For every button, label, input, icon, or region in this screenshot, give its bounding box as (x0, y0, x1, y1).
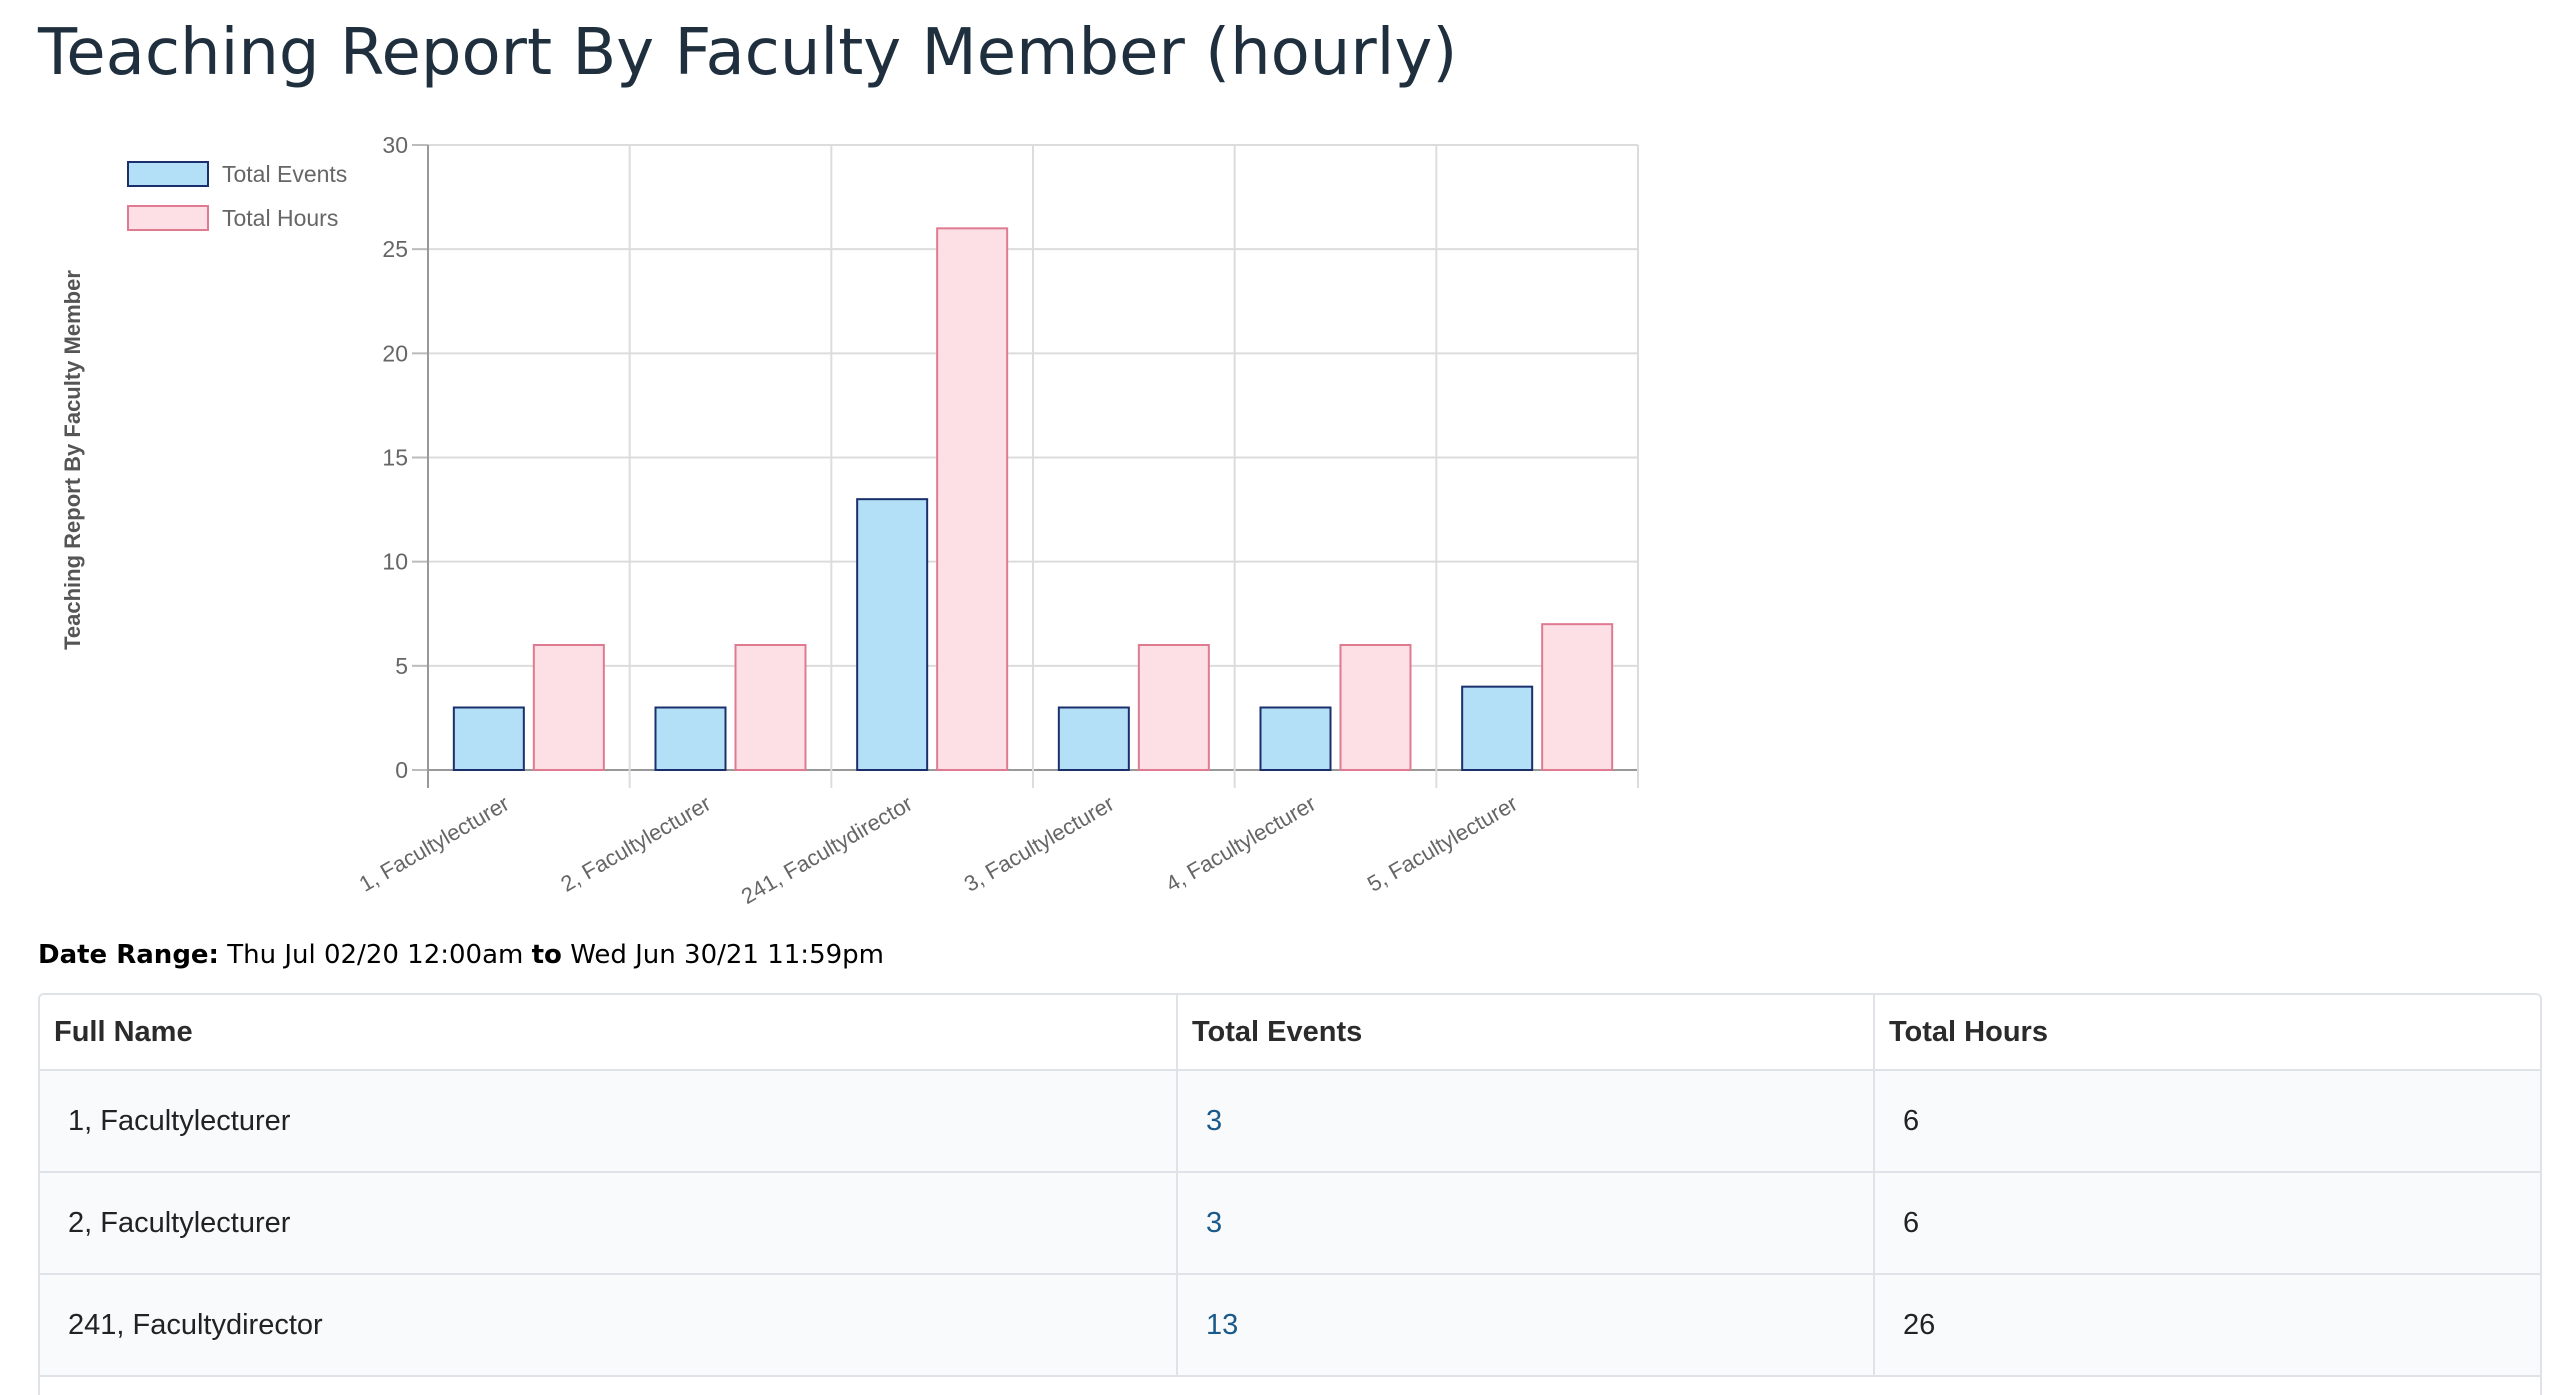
y-tick-label: 20 (382, 340, 408, 366)
bar-total-events (1259, 706, 1332, 771)
date-range-label: Date Range: (38, 940, 219, 970)
bar-total-hours (1137, 644, 1210, 771)
cell-total-hours: 26 (1874, 1274, 2540, 1377)
legend-label: Total Hours (222, 205, 338, 231)
bar-total-events (654, 706, 727, 771)
x-tick-label: 2, Facultylecturer (556, 791, 715, 897)
bar-total-events (1057, 706, 1130, 771)
report-table-container: Full Name Total Events Total Hours 1, Fa… (38, 993, 2542, 1395)
y-tick-label: 5 (395, 653, 408, 679)
x-tick-label: 241, Facultydirector (737, 791, 917, 909)
total-events-link[interactable]: 3 (1206, 1104, 1223, 1137)
y-tick-label: 25 (382, 236, 408, 262)
x-tick-label: 4, Facultylecturer (1161, 791, 1320, 897)
bar-total-events (856, 498, 929, 771)
page-title: Teaching Report By Faculty Member (hourl… (38, 16, 1458, 90)
y-tick-label: 0 (395, 757, 408, 783)
bar-total-hours (1541, 623, 1614, 772)
bar-total-hours (734, 644, 807, 771)
y-tick-label: 15 (382, 445, 408, 471)
total-events-link[interactable]: 3 (1206, 1206, 1223, 1239)
column-header-full-name[interactable]: Full Name (40, 995, 1178, 1071)
total-events-link[interactable]: 13 (1206, 1308, 1239, 1341)
y-tick-label: 30 (382, 132, 408, 158)
y-tick-label: 10 (382, 549, 408, 575)
y-axis-title: Teaching Report By Faculty Member (60, 270, 85, 650)
bar-total-events (1461, 685, 1534, 772)
cell-total-hours: 6 (1874, 1070, 2540, 1173)
legend-label: Total Events (222, 161, 347, 187)
report-table: Full Name Total Events Total Hours 1, Fa… (40, 995, 2540, 1377)
cell-total-events: 3 (1177, 1070, 1875, 1173)
bar-total-hours (532, 644, 605, 771)
date-range-end: Wed Jun 30/21 11:59pm (570, 940, 884, 970)
table-header-row: Full Name Total Events Total Hours (40, 995, 2540, 1071)
column-header-total-events[interactable]: Total Events (1177, 995, 1875, 1071)
cell-full-name: 241, Facultydirector (40, 1274, 1178, 1377)
table-row: 2, Facultylecturer 3 6 (40, 1172, 2540, 1275)
legend-swatch (127, 161, 209, 187)
date-range-start: Thu Jul 02/20 12:00am (227, 940, 524, 970)
x-tick-label: 1, Facultylecturer (355, 791, 514, 897)
table-row: 241, Facultydirector 13 26 (40, 1274, 2540, 1377)
x-tick-label: 3, Facultylecturer (960, 791, 1119, 897)
cell-total-events: 3 (1177, 1172, 1875, 1275)
cell-total-events: 13 (1177, 1274, 1875, 1377)
cell-full-name: 1, Facultylecturer (40, 1070, 1178, 1173)
bar-total-hours (1339, 644, 1412, 771)
x-tick-label: 5, Facultylecturer (1363, 791, 1522, 897)
table-row: 1, Facultylecturer 3 6 (40, 1070, 2540, 1173)
legend-swatch (127, 205, 209, 231)
bar-total-events (452, 706, 525, 771)
column-header-total-hours[interactable]: Total Hours (1874, 995, 2540, 1071)
bar-chart: 0 5 10 15 20 25 30 1, Facultylecturer 2, Faculty… (60, 132, 1639, 909)
date-range: Date Range: Thu Jul 02/20 12:00am to Wed… (38, 938, 884, 972)
bar-total-hours (936, 227, 1009, 772)
cell-full-name: 2, Facultylecturer (40, 1172, 1178, 1275)
date-range-separator: to (531, 940, 562, 970)
cell-total-hours: 6 (1874, 1172, 2540, 1275)
